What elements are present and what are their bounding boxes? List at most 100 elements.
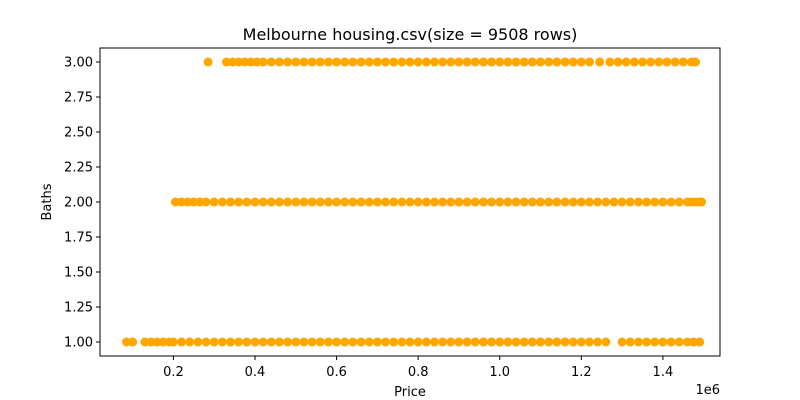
data-point (544, 197, 554, 207)
data-point (629, 57, 639, 67)
data-point (250, 197, 260, 207)
data-point (658, 197, 668, 207)
data-point (552, 197, 562, 207)
data-point (332, 57, 342, 67)
data-point (372, 197, 382, 207)
y-tick-label: 1.25 (64, 301, 93, 316)
data-point (274, 57, 284, 67)
data-point (568, 337, 578, 347)
x-tick-label: 0.2 (163, 365, 184, 380)
data-point (299, 57, 309, 67)
data-point (381, 57, 391, 67)
x-tick-label: 1.4 (653, 365, 674, 380)
data-point (642, 337, 652, 347)
data-point (495, 337, 505, 347)
data-point (266, 57, 276, 67)
data-point (332, 197, 342, 207)
data-point (201, 337, 211, 347)
data-point (519, 197, 529, 207)
data-point (495, 197, 505, 207)
data-point (226, 197, 236, 207)
y-tick-label: 2.25 (64, 161, 93, 176)
data-point (209, 337, 219, 347)
data-point (323, 337, 333, 347)
y-tick-label: 1.75 (64, 231, 93, 246)
data-point (560, 197, 570, 207)
data-point (315, 197, 325, 207)
data-point (487, 337, 497, 347)
data-point (168, 337, 178, 347)
data-point (429, 337, 439, 347)
data-point (503, 337, 513, 347)
data-point (544, 57, 554, 67)
data-point (299, 197, 309, 207)
data-point (291, 197, 301, 207)
data-point (258, 57, 268, 67)
data-point (340, 197, 350, 207)
y-axis-ticks: 1.00 1.25 1.50 1.75 2.00 2.25 2.50 2.75 3.00 (64, 56, 100, 351)
data-point (348, 337, 358, 347)
data-point (552, 57, 562, 67)
data-point (605, 57, 615, 67)
data-point (584, 57, 594, 67)
data-point (258, 197, 268, 207)
data-point (487, 197, 497, 207)
data-point (274, 337, 284, 347)
data-point (242, 197, 252, 207)
data-point (274, 197, 284, 207)
data-point (266, 337, 276, 347)
data-point (405, 197, 415, 207)
data-point (511, 337, 521, 347)
data-point (413, 197, 423, 207)
data-point (348, 197, 358, 207)
data-point (421, 337, 431, 347)
x-tick-label: 0.4 (245, 365, 266, 380)
data-point (283, 197, 293, 207)
data-point (128, 337, 138, 347)
data-point (372, 57, 382, 67)
data-point (462, 57, 472, 67)
data-point (650, 337, 660, 347)
data-point (470, 57, 480, 67)
data-point (340, 337, 350, 347)
data-point (356, 57, 366, 67)
data-point (462, 197, 472, 207)
data-point (593, 197, 603, 207)
data-point (654, 57, 664, 67)
data-point (242, 337, 252, 347)
data-point (625, 197, 635, 207)
data-point (666, 197, 676, 207)
data-point (536, 197, 546, 207)
data-point (307, 337, 317, 347)
data-point (348, 57, 358, 67)
data-point (405, 57, 415, 67)
data-point (576, 57, 586, 67)
data-point (291, 57, 301, 67)
data-point (429, 197, 439, 207)
data-point (429, 57, 439, 67)
data-point (691, 57, 701, 67)
x-tick-label: 0.8 (408, 365, 429, 380)
data-point (478, 337, 488, 347)
data-point (185, 337, 195, 347)
data-point (633, 197, 643, 207)
data-point (646, 57, 656, 67)
data-point (487, 57, 497, 67)
y-tick-label: 2.75 (64, 91, 93, 106)
data-point (621, 57, 631, 67)
data-point (511, 57, 521, 67)
y-tick-label: 2.50 (64, 126, 93, 141)
data-point (381, 337, 391, 347)
data-point (544, 337, 554, 347)
data-point (601, 337, 611, 347)
data-point (307, 57, 317, 67)
plot-area (122, 57, 707, 347)
data-point (397, 197, 407, 207)
data-point (389, 57, 399, 67)
data-point (642, 197, 652, 207)
data-point (209, 197, 219, 207)
x-tick-label: 1.0 (489, 365, 510, 380)
data-point (315, 337, 325, 347)
data-point (678, 57, 688, 67)
data-point (193, 337, 203, 347)
